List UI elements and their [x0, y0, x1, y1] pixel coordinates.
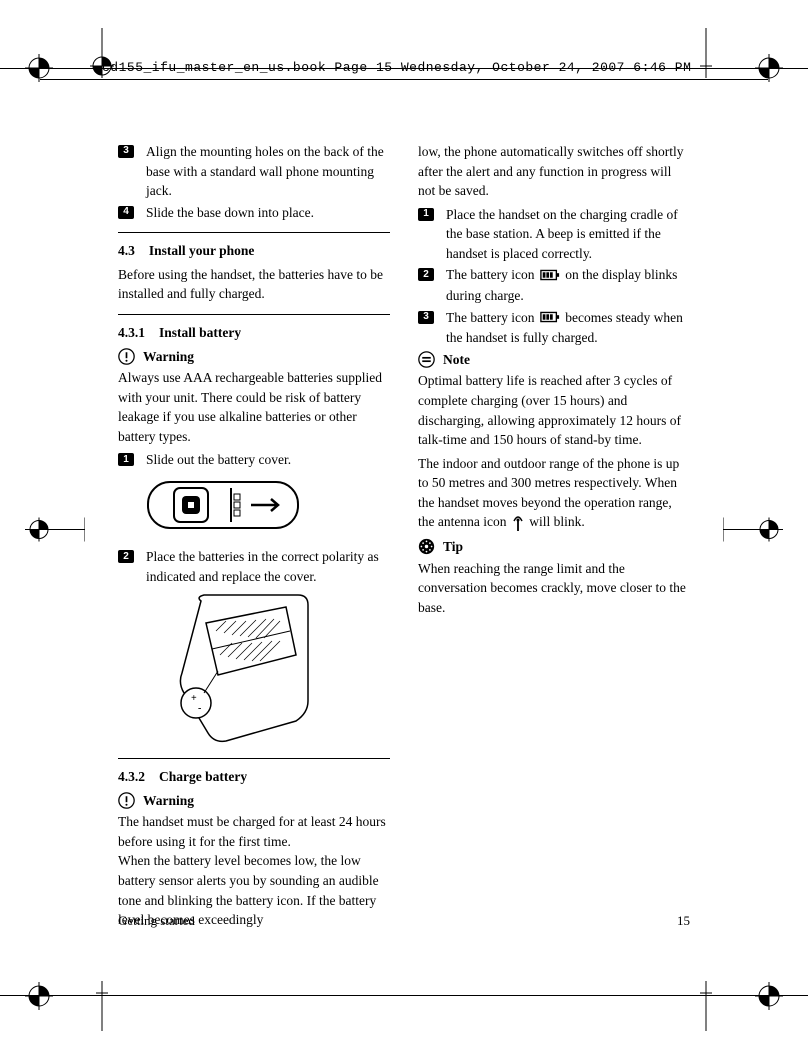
step-4: 4 Slide the base down into place.: [118, 203, 390, 223]
left-column: 3 Align the mounting holes on the back o…: [118, 142, 390, 926]
note-icon: [418, 351, 435, 368]
step-432-2: 2 The battery icon on the display blinks…: [418, 265, 690, 305]
step-3: 3 Align the mounting holes on the back o…: [118, 142, 390, 201]
step-431-2: 2 Place the batteries in the correct pol…: [118, 547, 390, 586]
step-text: Place the handset on the charging cradle…: [446, 205, 690, 264]
footer-section-name: Getting started: [118, 913, 195, 929]
step-text: The battery icon on the display blinks d…: [446, 265, 690, 305]
step-badge: 4: [118, 206, 134, 219]
section-4-3-text: Before using the handset, the batteries …: [118, 265, 390, 304]
step-text: Place the batteries in the correct polar…: [146, 547, 390, 586]
tip-text: When reaching the range limit and the co…: [418, 559, 690, 618]
warning-heading: Warning: [118, 791, 390, 811]
page-content: 3 Align the mounting holes on the back o…: [118, 142, 690, 926]
section-number: 4.3.1: [118, 325, 145, 340]
tip-heading: Tip: [418, 537, 690, 557]
step-badge: 3: [418, 311, 434, 324]
step-text: The battery icon becomes steady when the…: [446, 308, 690, 348]
step-text: Slide the base down into place.: [146, 203, 390, 223]
step-badge: 2: [118, 550, 134, 563]
section-number: 4.3.2: [118, 769, 145, 784]
warning-icon: [118, 348, 135, 365]
registration-icon: [755, 982, 783, 1010]
step-badge: 1: [118, 453, 134, 466]
note-label: Note: [443, 350, 470, 370]
section-title: Install your phone: [149, 243, 255, 258]
section-number: 4.3: [118, 243, 135, 258]
step-432-3: 3 The battery icon becomes steady when t…: [418, 308, 690, 348]
header-filename: cd155_ifu_master_en_us.book Page 15 Wedn…: [102, 60, 691, 75]
warning-text: Always use AAA rechargeable batteries su…: [118, 368, 390, 446]
step-431-1: 1 Slide out the battery cover.: [118, 450, 390, 470]
note-text-1: Optimal battery life is reached after 3 …: [418, 371, 690, 449]
cross-mark-icon: [25, 512, 85, 548]
registration-icon: [25, 982, 53, 1010]
step-badge: 2: [418, 268, 434, 281]
section-4-3-2-heading: 4.3.2 Charge battery: [118, 767, 390, 787]
vert-mark-icon: [700, 981, 712, 1031]
battery-icon: [540, 309, 560, 329]
tip-icon: [418, 538, 435, 555]
note-heading: Note: [418, 350, 690, 370]
page-header: cd155_ifu_master_en_us.book Page 15 Wedn…: [40, 56, 768, 80]
battery-insert-illustration: + -: [146, 593, 390, 749]
battery-cover-illustration: [146, 476, 390, 540]
section-4-3-1-heading: 4.3.1 Install battery: [118, 323, 390, 343]
cross-mark-icon: [723, 512, 783, 548]
step-432-1: 1 Place the handset on the charging crad…: [418, 205, 690, 264]
battery-icon: [540, 267, 560, 287]
step-text: Align the mounting holes on the back of …: [146, 142, 390, 201]
warning-heading: Warning: [118, 347, 390, 367]
vert-mark-icon: [96, 981, 108, 1031]
right-column: low, the phone automatically switches of…: [418, 142, 690, 926]
section-title: Charge battery: [159, 769, 247, 784]
continuation-text: low, the phone automatically switches of…: [418, 142, 690, 201]
warning-label: Warning: [143, 347, 194, 367]
registration-icon: [90, 54, 114, 78]
warning-label: Warning: [143, 791, 194, 811]
step-badge: 1: [418, 208, 434, 221]
svg-text:-: -: [198, 703, 201, 714]
tip-label: Tip: [443, 537, 463, 557]
svg-text:+: +: [191, 693, 197, 704]
section-4-3-heading: 4.3 Install your phone: [118, 241, 390, 261]
footer-page-number: 15: [677, 913, 690, 929]
step-text: Slide out the battery cover.: [146, 450, 390, 470]
note-text-2: The indoor and outdoor range of the phon…: [418, 454, 690, 533]
step-badge: 3: [118, 145, 134, 158]
page-footer: Getting started 15: [118, 913, 690, 929]
warning-icon: [118, 792, 135, 809]
section-title: Install battery: [159, 325, 241, 340]
antenna-icon: [512, 514, 524, 534]
